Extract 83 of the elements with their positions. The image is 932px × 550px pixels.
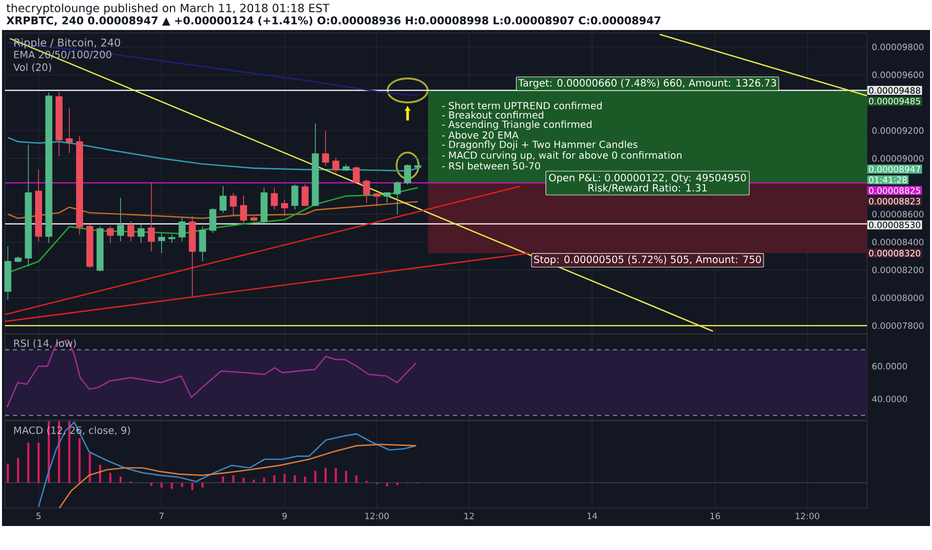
candlestick (260, 187, 268, 224)
candlestick (76, 136, 84, 236)
x-tick-label: 14 (588, 512, 598, 520)
annotation: - RSI between 50-70 (442, 162, 540, 170)
candlestick (66, 107, 73, 154)
annotation: Risk/Reward Ratio: 1.31 (588, 184, 707, 192)
x-tick-label: 7 (160, 512, 164, 520)
candlestick (138, 224, 145, 244)
bar (27, 442, 30, 483)
candlestick (117, 197, 124, 242)
y-tick-label: 0.00008400 (872, 238, 924, 246)
annotation: - Above 20 EMA (442, 131, 519, 139)
candlestick (35, 169, 42, 242)
annotation: - Breakout confirmed (442, 111, 544, 119)
bar (222, 476, 224, 483)
bar (38, 442, 40, 483)
annotation: - Short term UPTREND confirmed (442, 102, 602, 110)
bar (334, 468, 337, 483)
candlestick (240, 195, 248, 224)
bar (160, 482, 163, 488)
annotation: - Ascending Triangle confirmed (442, 120, 592, 130)
bar (150, 482, 152, 486)
annotation: 0.00009485 (869, 98, 920, 104)
x-tick-label: 12:00 (796, 512, 820, 520)
chart-subtitle: XRPBTC, 240 0.00008947 ▲ +0.00000124 (+1.41%) O:0.00008936 H:0.00008998 L:0.00008907 C:0.00008947 (6, 16, 660, 26)
candlestick (322, 130, 330, 166)
y-tick-label: 0.00008000 (872, 294, 924, 302)
bar (304, 476, 306, 483)
candlestick (199, 226, 206, 262)
candlestick (158, 232, 166, 254)
band-label: Stop: 0.00000505 (5.72%) 505, Amount: 750 (534, 255, 761, 266)
band-label: Target: 0.00000660 (7.48%) 660, Amount: 1326.73 (518, 78, 776, 89)
y-tick-label: 40.0000 (872, 396, 907, 402)
y-tick-label: 0.00008600 (872, 210, 924, 218)
x-tick-label: 12 (464, 512, 474, 520)
bar (314, 470, 316, 483)
annotation: Vol (20) (13, 63, 52, 72)
bar (252, 480, 255, 483)
bar (120, 476, 122, 483)
candlestick (148, 182, 155, 252)
y-tick-label: 0.00009600 (872, 72, 924, 78)
bar (202, 482, 204, 488)
bar (191, 482, 194, 490)
annotation: Open P&L: 0.00000122, Qty: 49504950 (549, 174, 746, 184)
bar (396, 482, 398, 486)
annotation: 0.00008320 (869, 250, 920, 256)
bar (68, 421, 70, 483)
bar (170, 482, 173, 489)
annotation: 0.00008823 (869, 198, 920, 204)
bar (78, 438, 81, 483)
candlestick (384, 192, 391, 204)
y-tick-label: 60.0000 (872, 362, 907, 370)
chart-title: thecryptolounge published on March 11, 2018 01:18 EST (6, 4, 330, 14)
y-tick-label: 0.00007800 (872, 322, 924, 329)
y-tick-label: 0.00009800 (872, 44, 924, 50)
text: 01:41:28 (869, 176, 907, 184)
bar (345, 470, 348, 483)
bar (324, 468, 327, 483)
x-tick-label: 9 (282, 512, 287, 520)
annotation: 0.00008947 (869, 166, 920, 172)
annotation: - MACD curving up, wait for above 0 confirmation (442, 151, 682, 161)
bar (109, 472, 112, 483)
candlestick (56, 92, 63, 157)
bar (386, 482, 388, 486)
y-tick-label: 0.00008200 (872, 266, 924, 274)
candlestick (281, 199, 288, 217)
candlestick (220, 186, 227, 214)
line-series (7, 200, 418, 220)
ref-line-label: 0.00009488 (869, 87, 920, 94)
ref-line-label: 0.00008825 (869, 187, 920, 194)
ref-line-label: 0.00008530 (869, 222, 920, 228)
annotation: - Dragonfly Doji + Two Hammer Candles (442, 140, 638, 150)
bar (6, 464, 9, 483)
bar (284, 474, 286, 483)
x-tick-label: 16 (710, 512, 720, 520)
line-series (6, 339, 417, 408)
candlestick (178, 218, 186, 242)
bar (17, 458, 20, 483)
y-tick-label: 0.00009000 (872, 155, 924, 162)
y-tick-label: 0.00009200 (872, 127, 924, 134)
bar (181, 482, 184, 488)
x-tick-label: 5 (36, 512, 41, 520)
x-tick-label: 12:00 (365, 512, 389, 520)
